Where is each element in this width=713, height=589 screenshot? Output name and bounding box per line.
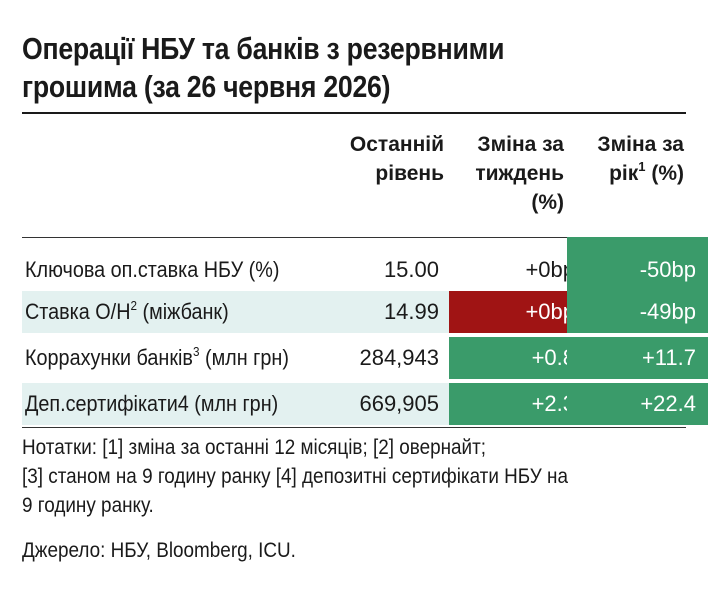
row-label: Ставка О/Н2 (міжбанк): [25, 291, 229, 333]
source-note: Джерело: НБУ, Bloomberg, ICU.: [22, 539, 296, 562]
header-level-line-2: рівень: [375, 162, 444, 185]
footnotes-line-2: [3] станом на 9 годину ранку [4] депозит…: [22, 465, 568, 488]
footnotes-line-3: 9 годину ранку.: [22, 494, 154, 517]
table-row: Деп.сертифікати4 (млн грн) 669,905 +2.3 …: [22, 383, 708, 425]
row-week-change: +0bp: [449, 291, 587, 333]
row-week-change: +0.8: [449, 337, 587, 379]
header-year-line-2: рік1 (%): [566, 159, 684, 188]
header-year: Зміна за рік1 (%): [566, 130, 684, 188]
row-year-change: +22.4: [567, 383, 708, 425]
header-week-line-3: (%): [531, 191, 564, 214]
top-divider: [22, 112, 686, 114]
table-row: Ставка О/Н2 (міжбанк) 14.99 +0bp -49bp: [22, 291, 708, 333]
row-level: 14.99: [383, 299, 439, 324]
row-label-text: Ключова оп.ставка НБУ (%): [25, 257, 280, 282]
table-row: Ключова оп.ставка НБУ (%) 15.00 +0bp -50…: [22, 237, 708, 291]
header-week: Зміна за тиждень (%): [440, 130, 564, 217]
row-label: Деп.сертифікати4 (млн грн): [25, 383, 278, 425]
footnotes: Нотатки: [1] зміна за останні 12 місяців…: [22, 433, 693, 520]
header-year-footnote: 1: [638, 159, 646, 174]
row-year-change: -50bp: [567, 237, 708, 291]
row-label-footnote: 3: [192, 344, 200, 359]
header-year-text: рік: [609, 162, 639, 185]
header-year-line-1: Зміна за: [597, 133, 684, 156]
title-line-1: Операції НБУ та банків з резервними: [22, 31, 505, 66]
row-label-text: Ставка О/Н: [25, 299, 131, 324]
row-label-footnote: 2: [130, 298, 138, 313]
row-label-text: Деп.сертифікати4 (млн грн): [25, 391, 279, 416]
row-level: 15.00: [383, 257, 439, 282]
header-level: Останній рівень: [322, 130, 444, 188]
header-level-line-1: Останній: [349, 133, 444, 156]
table-row: Корраxунки банків3 (млн грн) 284,943 +0.…: [22, 337, 708, 379]
row-week-change: +0bp: [525, 257, 575, 282]
row-label: Ключова оп.ставка НБУ (%): [25, 249, 279, 291]
title-line-2: грошима (за 26 червня 2026): [22, 69, 391, 104]
row-year-change: +11.7: [567, 337, 708, 379]
row-level: 669,905: [359, 391, 439, 416]
row-label-tail: (млн грн): [199, 345, 289, 370]
row-label: Корраxунки банків3 (млн грн): [25, 337, 289, 379]
header-week-line-2: тиждень: [475, 162, 564, 185]
row-label-tail: (міжбанк): [137, 299, 229, 324]
row-level: 284,943: [359, 345, 439, 370]
row-year-change: -49bp: [567, 291, 708, 333]
header-divider: [22, 237, 686, 238]
row-label-text: Корраxунки банків: [25, 345, 193, 370]
footnotes-line-1: Нотатки: [1] зміна за останні 12 місяців…: [22, 436, 487, 459]
header-year-unit: (%): [645, 162, 684, 185]
page-title: Операції НБУ та банків з резервними грош…: [22, 30, 693, 106]
table-bottom-divider: [22, 427, 686, 428]
header-week-line-1: Зміна за: [477, 133, 564, 156]
